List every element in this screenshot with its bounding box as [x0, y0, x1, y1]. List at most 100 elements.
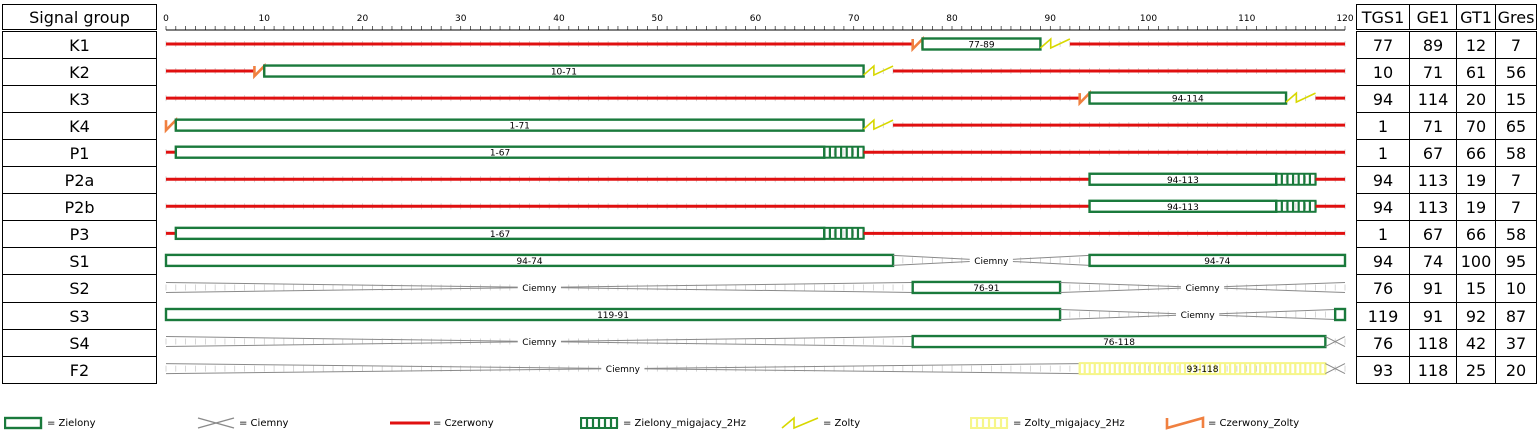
- row-k2-zolty-segment: [863, 64, 894, 77]
- legend-label: = Ciemny: [239, 417, 289, 429]
- table-cell-tgs1: 94: [1356, 247, 1410, 275]
- table-header-ge1: GE1: [1409, 4, 1457, 30]
- row-s4-segment-label: Ciemny: [522, 338, 557, 348]
- axis-tick-label: 30: [455, 14, 467, 24]
- axis-tick-label: 80: [946, 14, 958, 24]
- table-cell-gres: 58: [1495, 139, 1537, 167]
- axis-tick-label: 50: [652, 14, 664, 24]
- axis-tick-label: 0: [163, 14, 169, 24]
- row-k2-czerwony-zolty-segment: [253, 62, 266, 80]
- row-k4-czerwony-zolty-segment: [164, 116, 178, 134]
- axis-tick-label: 40: [553, 14, 565, 24]
- table-cell-gres: 37: [1495, 329, 1537, 357]
- signal-group-name: K2: [2, 58, 157, 86]
- row-s1-zielony-segment: [164, 253, 895, 268]
- table-cell-gres: 15: [1495, 85, 1537, 113]
- row-f2-segment-label: Ciemny: [606, 365, 641, 375]
- legend-label: = Zielony: [47, 417, 96, 429]
- table-cell-gt1: 20: [1456, 85, 1496, 113]
- row-k4-zolty-segment: [863, 118, 894, 131]
- row-k4-segment-label: 1-71: [509, 122, 529, 132]
- row-s1-segment-label: 94-74: [1204, 257, 1230, 267]
- signal-group-name: K4: [2, 112, 157, 140]
- legend-item-zolty: = Zolty: [780, 412, 860, 434]
- row-p1-zielony-migajacy-segment: [823, 145, 865, 159]
- signal-group-name: F2: [2, 356, 157, 384]
- row-s3-segment-label: 119-91: [597, 311, 629, 321]
- table-cell-gt1: 66: [1456, 220, 1496, 248]
- axis-tick-label: 10: [259, 14, 271, 24]
- table-cell-ge1: 118: [1409, 356, 1457, 384]
- table-cell-gres: 95: [1495, 247, 1537, 275]
- table-cell-gres: 10: [1495, 274, 1537, 303]
- row-f2-zolty-migajacy-segment: [1078, 362, 1327, 376]
- row-s1-segment-label: 94-74: [516, 257, 542, 267]
- table-cell-tgs1: 119: [1356, 302, 1410, 330]
- axis-tick-label: 120: [1336, 14, 1353, 24]
- table-cell-gres: 7: [1495, 31, 1537, 59]
- legend-swatch-zielony: [4, 416, 43, 430]
- legend-item-zielony-migajacy: = Zielony_migajacy_2Hz: [580, 412, 746, 434]
- row-s1-segment-label: Ciemny: [974, 257, 1009, 267]
- row-s2-zielony-segment: [911, 280, 1062, 295]
- row-k3-zielony-segment: [1088, 91, 1288, 105]
- signal-group-name: P1: [2, 139, 157, 167]
- signal-group-name: S1: [2, 247, 157, 275]
- row-s4-zielony-segment: [911, 334, 1327, 349]
- row-k3-czerwony-zolty-segment: [1078, 89, 1091, 107]
- row-s3-zielony-segment: [1333, 307, 1347, 322]
- legend-item-czerwony-zolty: = Czerwony_Zolty: [1165, 412, 1299, 434]
- table-cell-gres: 65: [1495, 112, 1537, 140]
- row-k1-zolty-segment: [1039, 37, 1071, 50]
- signal-group-name: S4: [2, 329, 157, 357]
- row-f2-ciemny-segment: [1325, 363, 1346, 375]
- axis-tick-label: 60: [750, 14, 762, 24]
- table-cell-gt1: 100: [1456, 247, 1496, 275]
- row-s2-segment-label: Ciemny: [522, 284, 557, 294]
- legend-swatch-zolty: [781, 416, 819, 430]
- row-s3-segment-label: Ciemny: [1181, 311, 1216, 321]
- signal-group-name: P2a: [2, 166, 157, 194]
- signal-group-header: Signal group: [2, 4, 157, 30]
- legend-swatch-czerwony: [390, 421, 430, 425]
- axis-tick-label: 100: [1140, 14, 1157, 24]
- legend-item-zielony: = Zielony: [4, 412, 96, 434]
- row-p2b-segment-label: 94-113: [1167, 203, 1199, 213]
- row-k1-segment-label: 77-89: [968, 41, 994, 51]
- table-cell-gt1: 70: [1456, 112, 1496, 140]
- table-header-gt1: GT1: [1456, 4, 1496, 30]
- legend-label: = Zielony_migajacy_2Hz: [623, 417, 746, 429]
- table-cell-tgs1: 94: [1356, 166, 1410, 194]
- row-k2-zielony-segment: [263, 64, 865, 78]
- table-cell-tgs1: 76: [1356, 329, 1410, 357]
- row-k4-zielony-segment: [174, 118, 865, 132]
- table-cell-gt1: 25: [1456, 356, 1496, 384]
- row-s4-ciemny-segment: [1325, 336, 1346, 347]
- legend-swatch-zolty-migajacy: [970, 417, 1009, 429]
- axis-tick-label: 20: [357, 14, 369, 24]
- table-cell-gt1: 19: [1456, 166, 1496, 194]
- row-ticks: [165, 365, 1346, 372]
- row-k3-zolty-segment: [1285, 91, 1316, 104]
- row-p2a-segment-label: 94-113: [1167, 176, 1199, 186]
- row-k1-czerwony-zolty-segment: [911, 35, 924, 53]
- row-p1-segment-label: 1-67: [490, 149, 510, 159]
- legend-label: = Czerwony_Zolty: [1208, 417, 1300, 429]
- signal-group-name: P3: [2, 220, 157, 248]
- row-s3-zielony-segment: [164, 307, 1062, 322]
- table-cell-tgs1: 93: [1356, 356, 1410, 384]
- legend-label: = Zolty_migajacy_2Hz: [1013, 417, 1125, 429]
- table-cell-gres: 20: [1495, 356, 1537, 384]
- legend-swatch-czerwony-zolty: [1165, 416, 1205, 430]
- row-s1-zielony-segment: [1088, 253, 1347, 268]
- axis-tick-label: 90: [1045, 14, 1057, 24]
- legend-label: = Zolty: [823, 417, 861, 429]
- row-f2-segment-label: 93-118: [1187, 365, 1219, 375]
- table-cell-ge1: 67: [1409, 139, 1457, 167]
- axis-tick-label: 70: [848, 14, 860, 24]
- row-k2-segment-label: 10-71: [551, 68, 577, 78]
- table-cell-ge1: 71: [1409, 112, 1457, 140]
- legend-swatch-zielony-migajacy: [580, 417, 619, 429]
- legend-swatch-ciemny: [197, 417, 235, 429]
